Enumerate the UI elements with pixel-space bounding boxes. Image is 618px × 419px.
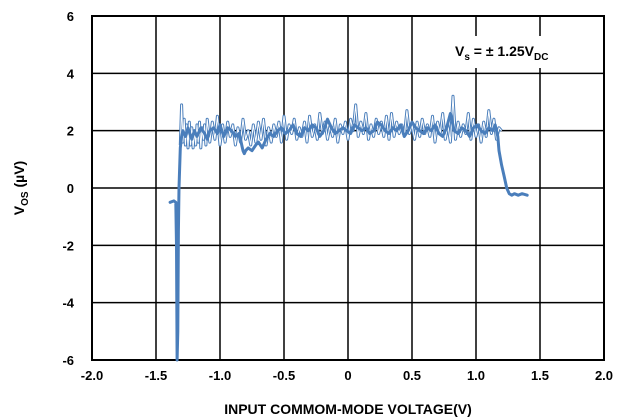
y-tick-label: 4 [67, 66, 75, 81]
x-tick-label: 2.0 [595, 368, 613, 383]
x-tick-label: -1.5 [145, 368, 167, 383]
plot-border [91, 15, 605, 361]
y-tick-label: -4 [62, 296, 74, 311]
y-tick-labels: 6 4 2 0 -2 -4 -6 [62, 9, 74, 368]
y-axis-label-sub: OS [20, 191, 31, 206]
annotation-mid: = ± 1.25V [470, 43, 535, 59]
y-tick-label: -6 [62, 353, 74, 368]
annotation-dc: DC [534, 52, 548, 63]
annotation-v: V [455, 43, 465, 59]
annotation-text: Vs = ± 1.25VDC [455, 43, 548, 63]
x-tick-label: 1.0 [467, 368, 485, 383]
y-tick-label: 0 [67, 181, 74, 196]
x-tick-label: 1.5 [531, 368, 549, 383]
series-thick-line [168, 112, 529, 362]
x-axis-label: INPUT COMMOM-MODE VOLTAGE(V) [224, 401, 472, 417]
y-axis-label-rest: (µV) [11, 161, 27, 192]
x-tick-label: 0 [344, 368, 351, 383]
y-axis-label-main: V [11, 205, 27, 215]
x-tick-label: -0.5 [273, 368, 295, 383]
x-tick-label: -2.0 [81, 368, 103, 383]
x-tick-label: -1.0 [209, 368, 231, 383]
y-tick-label: -2 [62, 238, 74, 253]
grid [91, 15, 605, 361]
y-tick-label: 6 [67, 9, 74, 24]
annotation-background [452, 36, 598, 68]
x-tick-label: 0.5 [403, 368, 421, 383]
y-axis-label: VOS (µV) [11, 161, 31, 215]
x-tick-labels: -2.0 -1.5 -1.0 -0.5 0 0.5 1.0 1.5 2.0 [81, 368, 613, 383]
series-layer [168, 94, 529, 362]
annotation-s: s [464, 52, 470, 63]
y-tick-label: 2 [67, 124, 74, 139]
